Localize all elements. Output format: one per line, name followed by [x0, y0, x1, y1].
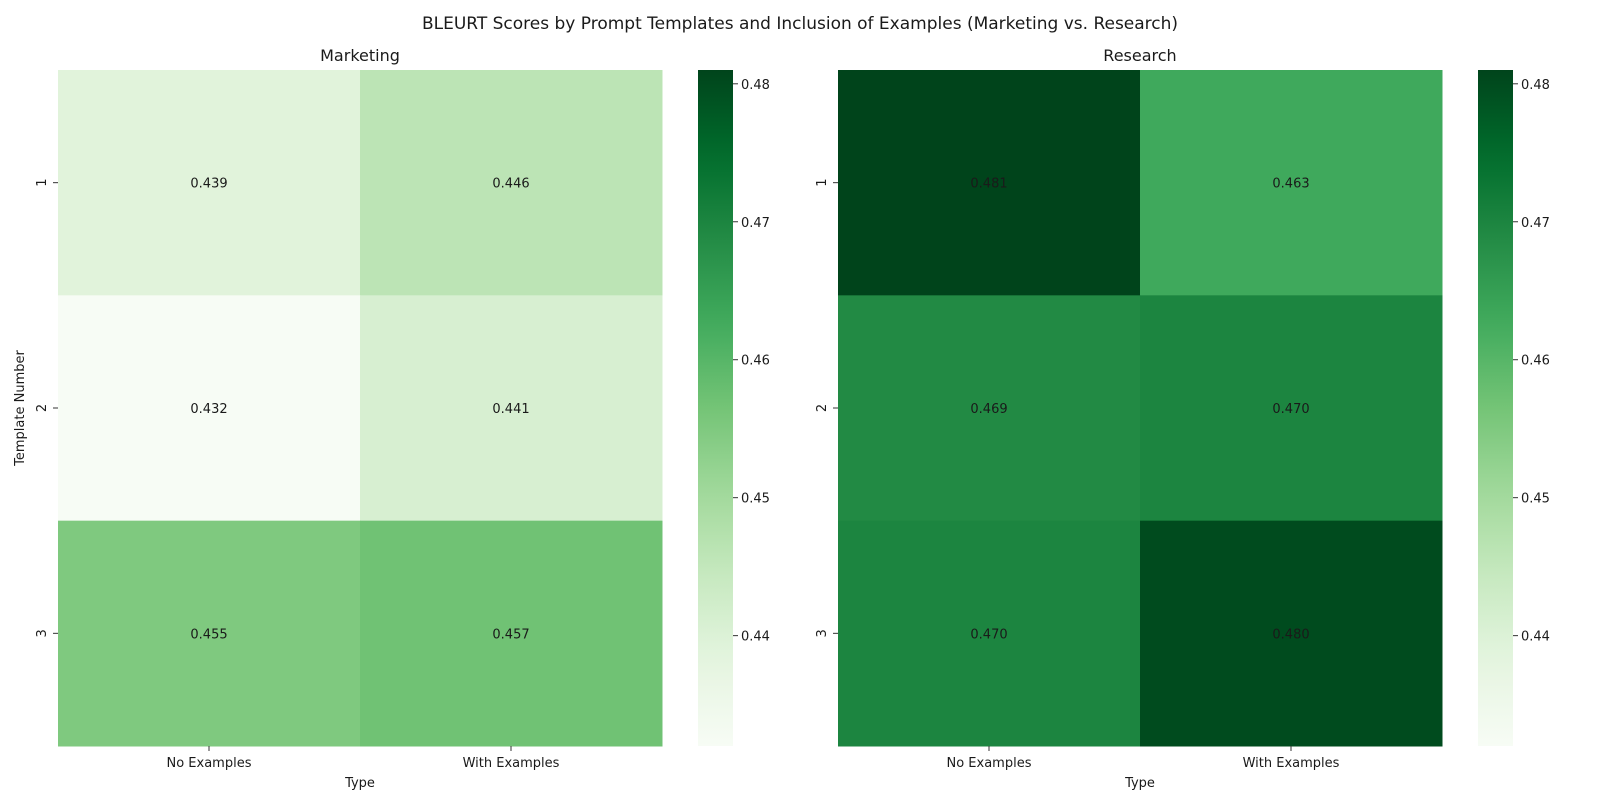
colorbar-tick-label: 0.44: [741, 630, 770, 645]
x-tick-label: With Examples: [1243, 756, 1340, 771]
colorbar-tick-label: 0.48: [1521, 78, 1550, 93]
y-tick-label: 3: [815, 629, 830, 637]
colorbar: [1478, 70, 1513, 746]
y-axis-label: Template Number: [13, 350, 28, 467]
x-axis-label: Type: [1124, 776, 1155, 791]
cell-value-label: 0.463: [1272, 177, 1309, 192]
cell-value-label: 0.470: [1272, 402, 1309, 417]
panel-title: Marketing: [320, 46, 400, 65]
x-tick-label: No Examples: [947, 756, 1032, 771]
colorbar-tick-label: 0.45: [1521, 492, 1550, 507]
cell-value-label: 0.432: [190, 402, 227, 417]
colorbar: [698, 70, 733, 746]
y-tick-label: 1: [35, 179, 50, 187]
cell-value-label: 0.441: [492, 402, 529, 417]
heatmap-cell: [360, 520, 663, 747]
colorbar-tick-label: 0.48: [741, 78, 770, 93]
heatmap-cell: [360, 70, 663, 296]
x-tick-label: With Examples: [463, 756, 560, 771]
cell-value-label: 0.480: [1272, 627, 1309, 642]
cell-value-label: 0.455: [190, 627, 227, 642]
heatmap-cell: [58, 520, 361, 747]
cell-value-label: 0.446: [492, 177, 529, 192]
colorbar-tick-label: 0.47: [741, 216, 770, 231]
heatmap-cell: [58, 70, 361, 296]
heatmap-cell: [58, 295, 361, 522]
chart-title: BLEURT Scores by Prompt Templates and In…: [422, 14, 1178, 34]
heatmap-cell: [1140, 520, 1443, 747]
y-tick-label: 2: [35, 404, 50, 412]
cell-value-label: 0.481: [970, 177, 1007, 192]
heatmap-cell: [360, 295, 663, 522]
heatmap-cell: [838, 520, 1141, 747]
heatmap-cell: [1140, 70, 1443, 296]
colorbar-tick-label: 0.44: [1521, 630, 1550, 645]
colorbar-tick-label: 0.46: [741, 354, 770, 369]
cell-value-label: 0.470: [970, 627, 1007, 642]
y-tick-label: 2: [815, 404, 830, 412]
cell-value-label: 0.439: [190, 177, 227, 192]
y-tick-label: 1: [815, 179, 830, 187]
colorbar-tick-label: 0.46: [1521, 354, 1550, 369]
colorbar-tick-label: 0.47: [1521, 216, 1550, 231]
colorbar-tick-label: 0.45: [741, 492, 770, 507]
cell-value-label: 0.469: [970, 402, 1007, 417]
x-axis-label: Type: [344, 776, 375, 791]
cell-value-label: 0.457: [492, 627, 529, 642]
heatmap-cell: [838, 295, 1141, 522]
heatmap-cell: [1140, 295, 1443, 522]
heatmap-cell: [838, 70, 1141, 296]
x-tick-label: No Examples: [167, 756, 252, 771]
y-tick-label: 3: [35, 629, 50, 637]
panel-title: Research: [1103, 46, 1176, 65]
